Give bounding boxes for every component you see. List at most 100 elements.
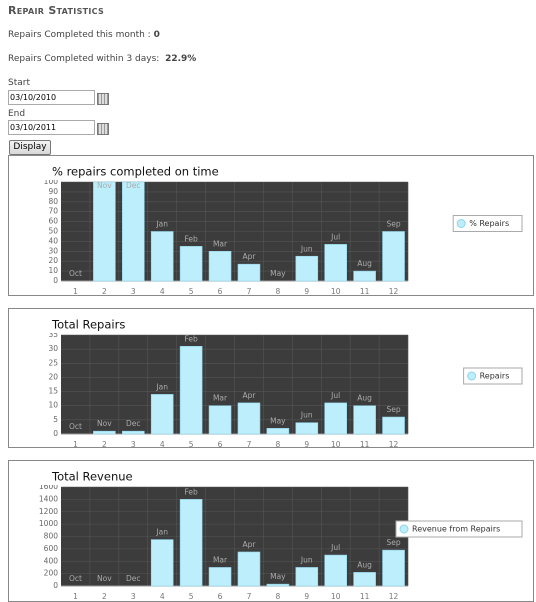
x-tick-label: 11 bbox=[360, 440, 370, 447]
calendar-icon[interactable] bbox=[97, 123, 109, 135]
x-tick-label: 12 bbox=[389, 440, 399, 447]
bar-category-label: Mar bbox=[213, 555, 228, 564]
x-tick-label: 4 bbox=[160, 287, 165, 295]
start-input[interactable]: 03/10/2010 bbox=[8, 90, 95, 105]
y-tick-label: 20 bbox=[48, 372, 58, 381]
x-tick-label: 1 bbox=[73, 592, 78, 601]
summary-line: Repairs Completed this month : 0 bbox=[8, 30, 160, 40]
x-tick-label: 5 bbox=[189, 440, 194, 447]
bar-category-label: May bbox=[270, 269, 286, 278]
y-tick-label: 15 bbox=[48, 387, 58, 396]
page-title: Repair Statistics bbox=[8, 4, 105, 17]
x-tick-label: 10 bbox=[331, 592, 341, 601]
bar bbox=[295, 255, 319, 282]
bar-category-label: May bbox=[270, 572, 286, 581]
bar-category-label: Sep bbox=[386, 405, 400, 414]
y-tick-label: 25 bbox=[48, 358, 58, 367]
bar-category-label: Feb bbox=[184, 334, 198, 343]
y-tick-label: 80 bbox=[48, 197, 58, 206]
bar bbox=[295, 422, 319, 435]
legend-swatch bbox=[456, 219, 466, 228]
bar-category-label: Jun bbox=[300, 555, 313, 564]
bar-category-label: Jul bbox=[330, 543, 340, 552]
bar bbox=[122, 430, 145, 435]
bar-category-label: Feb bbox=[184, 487, 198, 496]
chart-panel: 0 200 400 600 800 1000 1200 1400 1600 1 2 3 4 5 6 7 8 9 10… bbox=[8, 460, 534, 602]
legend-box bbox=[463, 367, 523, 385]
bar-category-label: Jun bbox=[300, 244, 313, 253]
x-tick-label: 7 bbox=[247, 440, 252, 447]
y-tick-label: 600 bbox=[44, 544, 59, 553]
y-tick-label: 1200 bbox=[39, 507, 58, 516]
bar bbox=[237, 551, 261, 587]
x-tick-label: 12 bbox=[389, 592, 399, 601]
x-tick-label: 4 bbox=[160, 592, 165, 601]
bar bbox=[382, 549, 405, 587]
x-tick-label: 12 bbox=[389, 287, 399, 295]
y-tick-label: 50 bbox=[48, 227, 58, 236]
bar bbox=[179, 246, 203, 282]
x-tick-label: 3 bbox=[131, 440, 136, 447]
chart-panel: 0 5 10 15 20 25 30 35 1 2 3 4 5 6 7 8 9 10 11 12 Oct Nov Dec Ja… bbox=[8, 308, 534, 448]
x-tick-label: 8 bbox=[275, 592, 280, 601]
bar bbox=[353, 572, 376, 587]
bar-category-label: Apr bbox=[242, 391, 256, 400]
title-tab bbox=[39, 461, 229, 485]
bar-category-label: Oct bbox=[69, 269, 82, 278]
end-input[interactable]: 03/10/2011 bbox=[8, 120, 95, 135]
y-tick-label: 70 bbox=[48, 207, 58, 216]
x-tick-label: 1 bbox=[73, 440, 78, 447]
display-button[interactable]: Display bbox=[9, 140, 51, 155]
bar-category-label: Feb bbox=[184, 234, 198, 243]
bar bbox=[150, 539, 174, 587]
y-tick-label: 40 bbox=[48, 236, 58, 245]
y-tick-label: 0 bbox=[53, 581, 58, 590]
bar bbox=[93, 181, 116, 282]
start-label: Start bbox=[8, 78, 30, 88]
x-tick-label: 6 bbox=[218, 592, 223, 601]
y-tick-label: 0 bbox=[53, 429, 58, 438]
x-tick-label: 8 bbox=[275, 440, 280, 447]
x-tick-label: 6 bbox=[218, 440, 223, 447]
x-tick-label: 1 bbox=[73, 287, 78, 295]
y-tick-label: 800 bbox=[44, 532, 59, 541]
bar bbox=[237, 402, 261, 435]
x-tick-label: 8 bbox=[275, 287, 280, 295]
x-tick-label: 5 bbox=[189, 592, 194, 601]
bar bbox=[179, 499, 203, 587]
x-tick-label: 9 bbox=[304, 440, 309, 447]
calendar-icon[interactable] bbox=[97, 93, 109, 105]
y-tick-label: 10 bbox=[48, 266, 58, 275]
y-tick-label: 35 bbox=[48, 330, 58, 339]
x-tick-label: 7 bbox=[247, 287, 252, 295]
x-tick-label: 2 bbox=[102, 287, 107, 295]
summary-line: Repairs Completed within 3 days: 22.9% bbox=[8, 54, 196, 64]
bar bbox=[266, 583, 290, 587]
legend-label: % Repairs bbox=[469, 219, 509, 228]
bar bbox=[208, 405, 232, 435]
bar-category-label: Oct bbox=[69, 574, 82, 583]
x-tick-label: 10 bbox=[331, 440, 341, 447]
x-tick-label: 6 bbox=[218, 287, 223, 295]
bar bbox=[122, 181, 145, 282]
bar-category-label: Aug bbox=[357, 394, 372, 403]
bar bbox=[382, 231, 405, 282]
bar bbox=[93, 430, 116, 435]
legend-label: Repairs bbox=[480, 372, 510, 381]
bar bbox=[324, 244, 347, 282]
x-tick-label: 2 bbox=[102, 592, 107, 601]
x-tick-label: 9 bbox=[304, 287, 309, 295]
chart-panel: 0 10 20 30 40 50 60 70 80 90 100 1 2 3 4 5 6 7 8 9 10 11 12 Oct… bbox=[8, 155, 534, 296]
end-label: End bbox=[8, 109, 26, 119]
bar bbox=[382, 416, 405, 435]
legend-box bbox=[395, 520, 523, 538]
bar-category-label: Jan bbox=[155, 220, 168, 229]
bar bbox=[237, 263, 261, 282]
bar bbox=[266, 428, 290, 435]
bar bbox=[295, 567, 319, 587]
x-tick-label: 2 bbox=[102, 440, 107, 447]
